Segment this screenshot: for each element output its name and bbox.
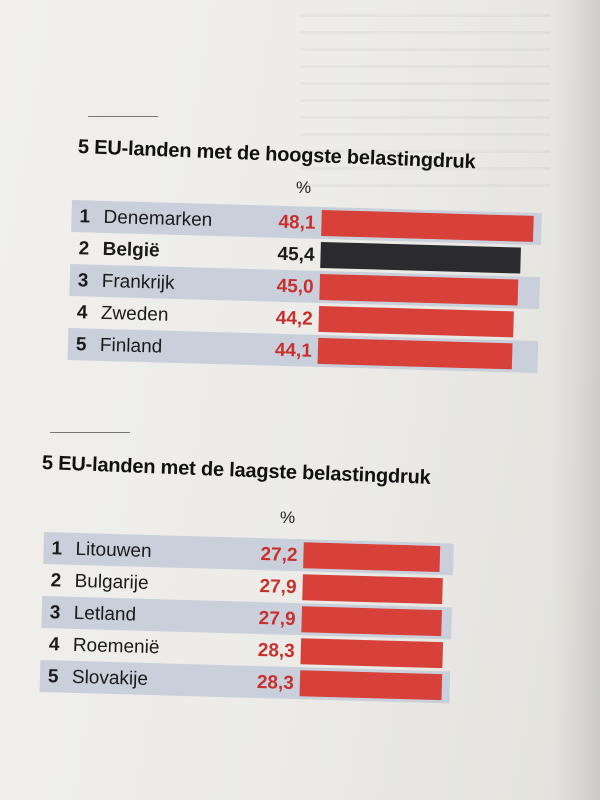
bar [301,606,442,637]
category-label: Slovakije [72,667,149,690]
category-label: Letland [73,603,136,626]
bar [302,574,443,605]
rank-label: 3 [49,602,60,623]
category-label: Frankrijk [101,271,175,294]
value-label: 28,3 [257,672,295,694]
value-label: 45,4 [277,244,315,266]
bar [303,542,441,573]
rank-label: 2 [50,570,61,591]
background-text-shadow [300,0,550,200]
value-label: 28,3 [257,640,295,662]
rank-label: 1 [79,206,91,227]
value-label: 45,0 [276,276,314,298]
rank-label: 4 [77,302,89,323]
value-label: 27,2 [260,544,298,566]
bar [320,241,521,274]
rank-label: 2 [78,238,89,259]
value-label: 44,1 [275,340,313,362]
value-label: 27,9 [258,608,296,630]
value-label: 27,9 [259,576,297,598]
category-label: Denemarken [103,207,212,231]
value-label: 48,1 [278,212,316,234]
rank-label: 5 [48,666,60,687]
bar [317,337,513,370]
category-label: Bulgarije [74,571,148,594]
bar [319,273,519,306]
bar [299,670,443,701]
rank-label: 4 [49,634,61,655]
category-label: Zweden [101,303,169,326]
value-label: 44,2 [276,308,314,330]
category-label: België [102,239,160,262]
unit-label-high: % [296,178,312,197]
bar [321,209,534,242]
unit-label-low: % [280,508,296,527]
bar [318,305,514,338]
category-label: Finland [100,335,163,358]
page-shadow [552,0,600,800]
rank-label: 1 [51,538,63,559]
rank-label: 3 [77,270,88,291]
divider-top [88,116,158,117]
category-label: Roemenië [73,635,160,658]
category-label: Litouwen [75,539,152,562]
rank-label: 5 [76,334,88,355]
bar [300,638,444,669]
divider-bottom [50,432,130,433]
